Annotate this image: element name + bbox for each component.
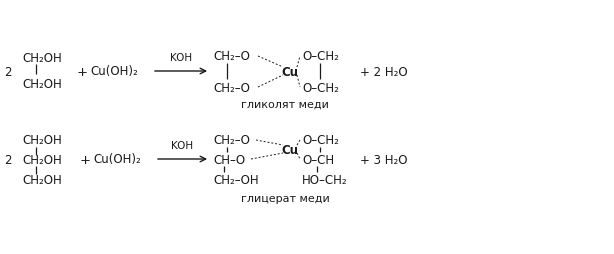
Text: CH–O: CH–O — [213, 153, 245, 166]
Text: KOH: KOH — [171, 140, 193, 150]
Text: HO–CH₂: HO–CH₂ — [302, 174, 348, 187]
Text: CH₂OH: CH₂OH — [22, 153, 62, 166]
Text: +: + — [79, 153, 90, 166]
Text: CH₂–OH: CH₂–OH — [213, 174, 258, 187]
Text: CH₂OH: CH₂OH — [22, 174, 62, 187]
Text: CH₂OH: CH₂OH — [22, 77, 62, 90]
Text: CH₂–O: CH₂–O — [213, 81, 250, 94]
Text: гликолят меди: гликолят меди — [241, 100, 329, 109]
Text: Cu(OH)₂: Cu(OH)₂ — [90, 65, 138, 78]
Text: 2: 2 — [4, 65, 12, 78]
Text: Cu(OH)₂: Cu(OH)₂ — [93, 153, 141, 166]
Text: CH₂OH: CH₂OH — [22, 134, 62, 147]
Text: O–CH: O–CH — [302, 153, 334, 166]
Text: + 3 H₂O: + 3 H₂O — [360, 153, 408, 166]
Text: Cu: Cu — [281, 144, 298, 157]
Text: глицерат меди: глицерат меди — [241, 193, 329, 203]
Text: +: + — [77, 65, 88, 78]
Text: CH₂OH: CH₂OH — [22, 52, 62, 65]
Text: O–CH₂: O–CH₂ — [302, 81, 339, 94]
Text: KOH: KOH — [170, 53, 192, 63]
Text: + 2 H₂O: + 2 H₂O — [360, 65, 408, 78]
Text: CH₂–O: CH₂–O — [213, 134, 250, 147]
Text: O–CH₂: O–CH₂ — [302, 50, 339, 63]
Text: O–CH₂: O–CH₂ — [302, 134, 339, 147]
Text: CH₂–O: CH₂–O — [213, 50, 250, 63]
Text: Cu: Cu — [281, 65, 298, 78]
Text: 2: 2 — [4, 153, 12, 166]
